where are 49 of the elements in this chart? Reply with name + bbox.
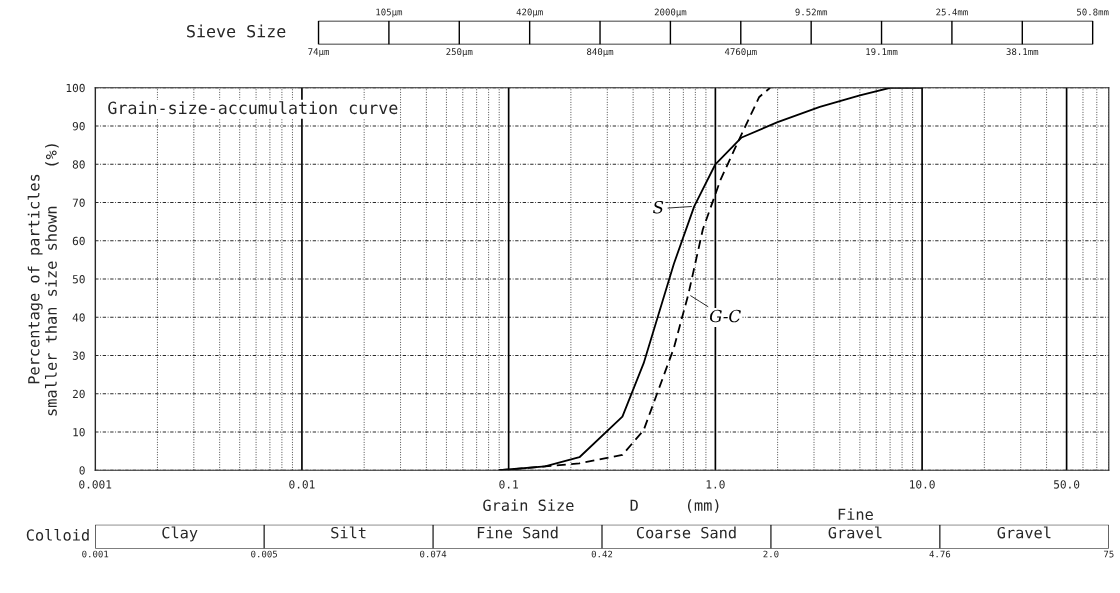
series-label: G-C (709, 309, 741, 323)
text: Clay (162, 526, 198, 542)
text: 38.1mm (1006, 48, 1039, 56)
text: Fine Sand (477, 526, 558, 539)
text: 4.76 (929, 550, 951, 558)
text: 0.074 (420, 550, 447, 558)
x-tick-label: 10.0 (910, 480, 935, 489)
y-tick-label: 70 (72, 198, 85, 207)
text: 9.52mm (795, 8, 828, 16)
y-tick-label: 90 (72, 122, 85, 131)
text: 0.001 (82, 550, 109, 558)
x-axis-title: Grain Size D (mm) (483, 499, 719, 513)
y-tick-label: 20 (72, 389, 85, 399)
x-tick-label: 0.001 (79, 480, 112, 489)
text: 420µm (516, 8, 543, 18)
text: Gravel (997, 526, 1051, 539)
x-tick-label: 0.01 (289, 480, 315, 489)
text: 0.005 (251, 550, 277, 558)
text: 4760µm (724, 48, 757, 57)
text: Coarse Sand (636, 526, 736, 539)
text: Colloid (26, 528, 89, 541)
x-tick-label: 50.0 (1054, 480, 1080, 489)
text: 50.8mm (1077, 8, 1109, 16)
y-tick-label: 80 (72, 160, 85, 169)
text: Fine Gravel (828, 508, 882, 539)
text: 105µm (376, 8, 403, 18)
legend-label: S (653, 200, 664, 214)
text: 250µm (446, 48, 473, 57)
text: 25.4mm (936, 8, 968, 16)
text: 19.1mm (866, 48, 898, 56)
text: 0.42 (591, 550, 613, 558)
x-tick-label: 1.0 (706, 480, 725, 489)
y-axis-title: Percentage of particles smaller than size shown (%) (27, 144, 59, 416)
y-tick-label: 30 (72, 351, 85, 360)
text: 2.0 (763, 550, 779, 558)
text: 74µm (308, 48, 329, 57)
y-tick-label: 60 (72, 236, 85, 246)
text: Silt (331, 526, 366, 539)
text: 840µm (587, 48, 614, 57)
x-tick-label: 0.1 (499, 480, 518, 489)
y-tick-label: 50 (72, 275, 85, 284)
y-tick-label: 40 (72, 313, 85, 322)
text: Grain-size-accumulation curve (108, 101, 398, 115)
text: Sieve Size (187, 24, 286, 38)
text: 75 (1103, 550, 1114, 558)
y-tick-label: 100 (66, 83, 85, 93)
text: 2000µm (654, 8, 687, 18)
y-tick-label: 0 (79, 466, 85, 475)
y-tick-label: 10 (73, 428, 85, 437)
